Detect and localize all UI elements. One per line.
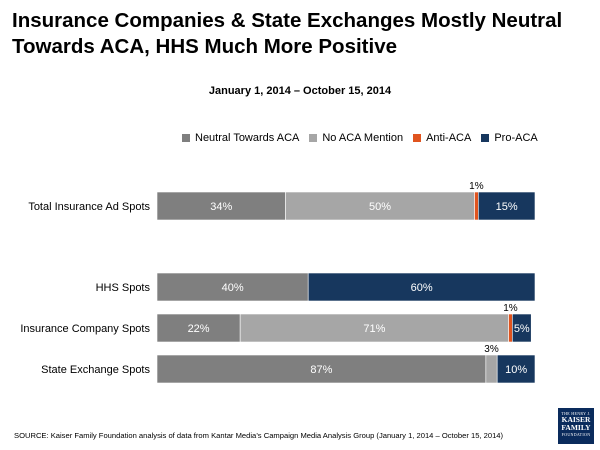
category-label-hhs-spots: HHS Spots bbox=[96, 282, 151, 294]
data-label-insurance-company-spots-no-aca-mention: 71% bbox=[363, 323, 385, 335]
bar-state-exchange-spots-neutral-towards-aca bbox=[156, 354, 487, 384]
legend-item-anti: Anti-ACA bbox=[413, 132, 471, 144]
data-label-insurance-company-spots-neutral-towards-aca: 22% bbox=[188, 323, 210, 335]
legend-label-anti: Anti-ACA bbox=[426, 132, 472, 144]
bar-hhs-spots-neutral-towards-aca bbox=[156, 272, 309, 302]
legend-item-pro: Pro-ACA bbox=[481, 132, 538, 144]
legend-swatch-no-mention bbox=[309, 134, 318, 142]
logo-line-2b: FAMILY bbox=[561, 423, 591, 432]
bar-total-insurance-ad-spots-pro-aca bbox=[477, 191, 536, 221]
legend-swatch-pro bbox=[481, 134, 490, 142]
bar-state-exchange-spots-no-aca-mention bbox=[485, 354, 498, 384]
bar-insurance-company-spots-neutral-towards-aca bbox=[156, 313, 241, 343]
category-label-state-exchange-spots: State Exchange Spots bbox=[41, 364, 150, 376]
bar-insurance-company-spots-anti-aca bbox=[508, 313, 513, 343]
bar-total-insurance-ad-spots-neutral-towards-aca bbox=[156, 191, 286, 221]
legend-swatch-neutral bbox=[182, 134, 190, 142]
data-label-total-insurance-ad-spots-no-aca-mention: 50% bbox=[369, 201, 391, 213]
legend-label-neutral: Neutral Towards ACA bbox=[195, 132, 300, 144]
chart-title: Insurance Companies & State Exchanges Mo… bbox=[12, 9, 563, 58]
bar-total-insurance-ad-spots-anti-aca bbox=[474, 191, 479, 221]
logo-line-3: FOUNDATION bbox=[561, 432, 591, 437]
legend-label-pro: Pro-ACA bbox=[494, 132, 538, 144]
bar-hhs-spots-pro-aca bbox=[307, 272, 536, 302]
data-label-state-exchange-spots-no-aca-mention: 3% bbox=[484, 344, 499, 355]
logo-line-1: THE HENRY J. bbox=[561, 411, 591, 416]
bar-insurance-company-spots-no-aca-mention bbox=[239, 313, 509, 343]
category-label-total-insurance-ad-spots: Total Insurance Ad Spots bbox=[28, 201, 150, 213]
legend-item-no-mention: No ACA Mention bbox=[309, 132, 403, 144]
data-label-insurance-company-spots-pro-aca: 5% bbox=[514, 323, 530, 335]
chart-subtitle: January 1, 2014 – October 15, 2014 bbox=[208, 85, 392, 97]
bar-state-exchange-spots-pro-aca bbox=[496, 354, 536, 384]
data-label-state-exchange-spots-neutral-towards-aca: 87% bbox=[310, 364, 332, 376]
bar-insurance-company-spots-pro-aca bbox=[512, 313, 532, 343]
data-label-total-insurance-ad-spots-pro-aca: 15% bbox=[496, 201, 518, 213]
legend-item-neutral: Neutral Towards ACA bbox=[182, 132, 299, 144]
bar-total-insurance-ad-spots-no-aca-mention bbox=[285, 191, 475, 221]
logo-line-2a: KAISER bbox=[561, 415, 591, 424]
category-label-insurance-company-spots: Insurance Company Spots bbox=[20, 323, 150, 335]
data-label-hhs-spots-neutral-towards-aca: 40% bbox=[222, 282, 244, 294]
legend-swatch-anti bbox=[413, 134, 422, 142]
kff-logo: THE HENRY J. KAISER FAMILY FOUNDATION bbox=[558, 408, 594, 444]
data-label-total-insurance-ad-spots-anti-aca: 1% bbox=[469, 181, 484, 192]
data-label-hhs-spots-pro-aca: 60% bbox=[411, 282, 433, 294]
source-note: SOURCE: Kaiser Family Foundation analysi… bbox=[14, 431, 504, 440]
data-label-insurance-company-spots-anti-aca: 1% bbox=[503, 303, 518, 314]
legend-label-no-mention: No ACA Mention bbox=[322, 132, 404, 144]
chart-legend: Neutral Towards ACA No ACA Mention Anti-… bbox=[182, 132, 548, 144]
data-label-state-exchange-spots-pro-aca: 10% bbox=[505, 364, 527, 376]
data-label-total-insurance-ad-spots-neutral-towards-aca: 34% bbox=[210, 201, 232, 213]
